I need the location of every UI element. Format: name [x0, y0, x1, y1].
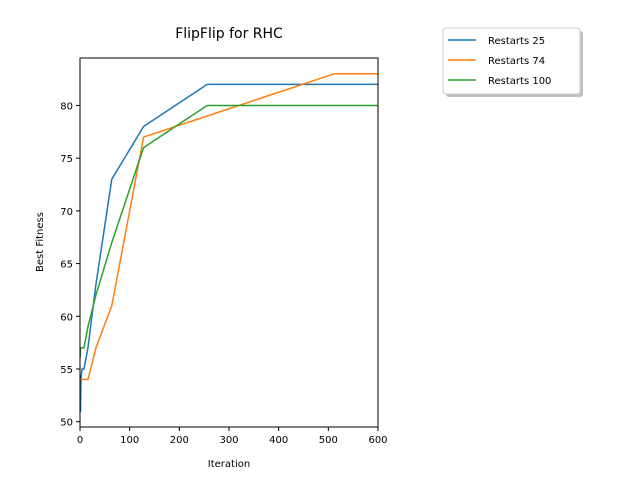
x-axis-title: Iteration	[208, 459, 250, 470]
x-tick-label: 0	[77, 435, 83, 446]
y-axis-title: Best Fitness	[35, 212, 46, 272]
x-tick-label: 400	[269, 435, 288, 446]
series-line-3	[80, 104, 378, 359]
y-tick-label: 70	[60, 207, 73, 218]
chart-title: FlipFlip for RHC	[175, 26, 283, 42]
legend-label: Restarts 25	[488, 36, 545, 47]
y-tick-label: 60	[60, 312, 73, 323]
series-line-2	[80, 73, 378, 381]
x-tick-label: 600	[368, 435, 387, 446]
legend-label: Restarts 100	[488, 76, 551, 87]
y-tick-label: 75	[60, 154, 73, 165]
y-tick-label: 80	[60, 101, 73, 112]
plot-frame	[79, 57, 379, 428]
x-axis: 0 100 200 300 400 500 600	[77, 427, 388, 446]
legend: Restarts 25 Restarts 74 Restarts 100	[442, 27, 583, 97]
y-tick-label: 55	[60, 365, 73, 376]
x-tick-label: 300	[219, 435, 238, 446]
legend-box	[442, 27, 581, 95]
x-tick-label: 200	[170, 435, 189, 446]
y-axis: 50 55 60 65 70 75 80	[60, 101, 80, 429]
series-line-1	[80, 83, 378, 412]
x-tick-label: 500	[319, 435, 338, 446]
plot-area	[79, 57, 379, 428]
x-tick-label: 100	[120, 435, 139, 446]
legend-label: Restarts 74	[488, 56, 545, 67]
y-tick-label: 50	[60, 418, 73, 429]
series-group	[80, 73, 378, 412]
y-tick-label: 65	[60, 260, 73, 271]
